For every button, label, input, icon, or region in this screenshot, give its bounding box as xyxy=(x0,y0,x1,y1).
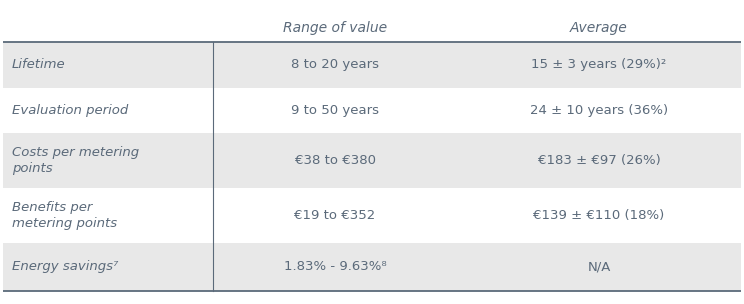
Text: Evaluation period: Evaluation period xyxy=(12,104,128,117)
Bar xyxy=(3,243,741,291)
Bar xyxy=(3,133,741,188)
Text: 9 to 50 years: 9 to 50 years xyxy=(291,104,379,117)
Bar xyxy=(3,188,741,243)
Text: Costs per metering
points: Costs per metering points xyxy=(12,146,139,175)
Text: €19 to €352: €19 to €352 xyxy=(295,209,376,222)
Text: €183 ± €97 (26%): €183 ± €97 (26%) xyxy=(538,154,661,167)
Text: Energy savings⁷: Energy savings⁷ xyxy=(12,261,118,273)
Text: €139 ± €110 (18%): €139 ± €110 (18%) xyxy=(533,209,664,222)
Text: €38 to €380: €38 to €380 xyxy=(295,154,376,167)
Bar xyxy=(3,88,741,133)
Bar xyxy=(3,42,741,88)
Text: 8 to 20 years: 8 to 20 years xyxy=(291,58,379,71)
Text: Benefits per
metering points: Benefits per metering points xyxy=(12,201,117,230)
Text: 15 ± 3 years (29%)²: 15 ± 3 years (29%)² xyxy=(531,58,667,71)
Text: 1.83% - 9.63%⁸: 1.83% - 9.63%⁸ xyxy=(283,261,386,273)
Text: 24 ± 10 years (36%): 24 ± 10 years (36%) xyxy=(530,104,668,117)
Text: Average: Average xyxy=(570,21,628,35)
Text: Range of value: Range of value xyxy=(283,21,387,35)
Text: Lifetime: Lifetime xyxy=(12,58,65,71)
Text: N/A: N/A xyxy=(587,261,611,273)
